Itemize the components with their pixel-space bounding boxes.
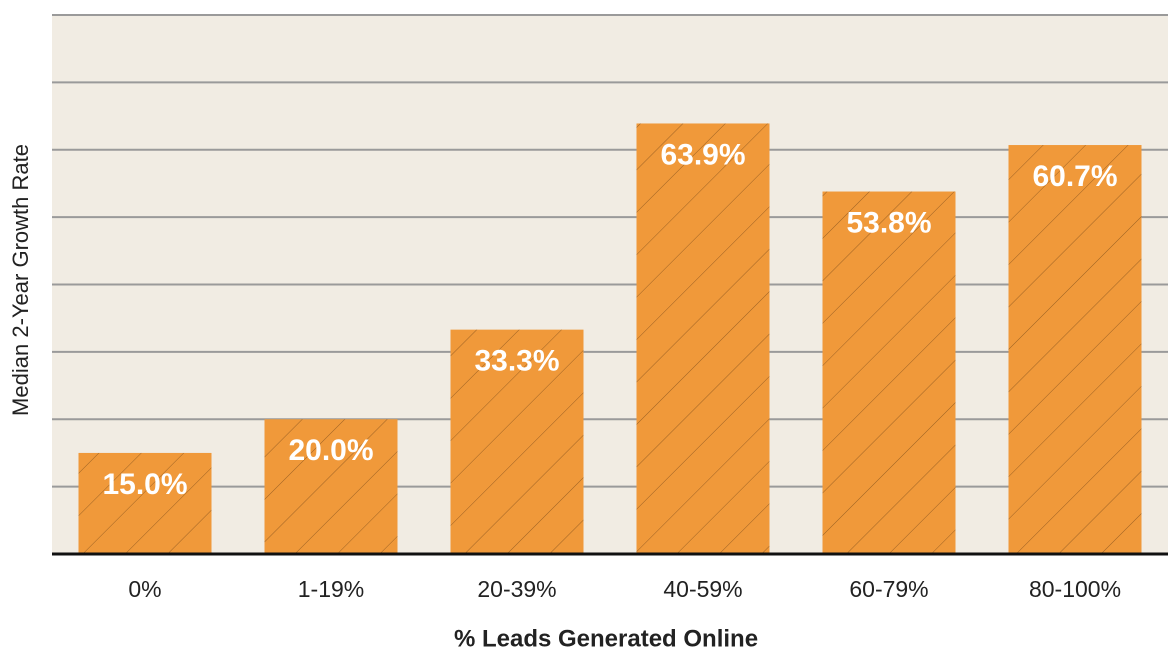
value-label: 20.0% — [288, 434, 373, 467]
x-axis-title: % Leads Generated Online — [454, 625, 758, 652]
bar-hatch — [636, 123, 770, 554]
bar-hatch — [822, 191, 956, 554]
x-tick-label: 80-100% — [1029, 576, 1121, 602]
bar-hatch — [1008, 145, 1142, 554]
y-axis-title: Median 2-Year Growth Rate — [8, 144, 33, 416]
bar-hatch — [450, 329, 584, 554]
x-tick-label: 60-79% — [849, 576, 928, 602]
value-label: 15.0% — [102, 468, 187, 501]
value-label: 60.7% — [1032, 160, 1117, 193]
x-tick-label: 0% — [128, 576, 161, 602]
value-label: 53.8% — [846, 206, 931, 239]
bar-hatch — [264, 419, 398, 554]
x-tick-label: 20-39% — [477, 576, 556, 602]
value-label: 33.3% — [474, 345, 559, 378]
value-label: 63.9% — [660, 138, 745, 171]
x-tick-label: 40-59% — [663, 576, 742, 602]
bar-hatch — [78, 452, 212, 554]
x-tick-label: 1-19% — [298, 576, 364, 602]
